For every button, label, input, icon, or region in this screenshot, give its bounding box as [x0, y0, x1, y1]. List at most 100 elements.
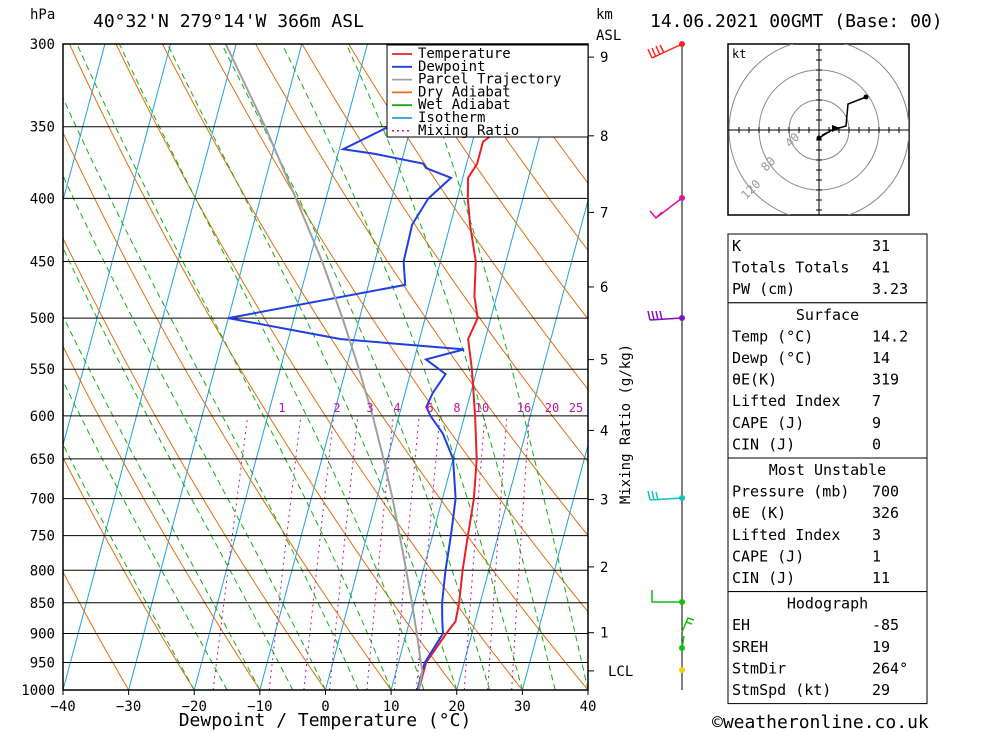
pressure-tick-label: 550 — [30, 362, 55, 378]
dry-adiabat — [255, 44, 588, 537]
dry-adiabat — [63, 570, 130, 690]
location-title: 40°32'N 279°14'W 366m ASL — [93, 11, 364, 32]
series-dewpoint — [228, 44, 465, 690]
mixing-ratio-label: 2 — [333, 401, 340, 415]
dry-adiabat — [441, 44, 588, 252]
pressure-tick-label: 650 — [30, 452, 55, 468]
mixing-ratio-line — [329, 415, 359, 690]
wet-adiabat — [221, 44, 491, 690]
km-tick-label: 9 — [600, 50, 608, 66]
pressure-levels — [63, 43, 588, 691]
most-unstable-indices-row-value: 1 — [872, 547, 881, 565]
hodograph-indices-title: Hodograph — [787, 595, 868, 613]
x-axis-ticks: −40 −30 −20 −10 0 10 20 30 40 — [50, 690, 596, 715]
most-unstable-indices-row-label: CAPE (J) — [732, 547, 804, 565]
pressure-tick-label: 900 — [30, 626, 55, 642]
dry-adiabat — [348, 44, 588, 391]
surface-indices-row-value: 9 — [872, 414, 881, 432]
mixing-ratio-label: 3 — [366, 401, 373, 415]
most-unstable-indices-row-label: CIN (J) — [732, 569, 795, 587]
isotherm — [63, 44, 106, 203]
most-unstable-indices-row-label: θE (K) — [732, 504, 786, 522]
hodograph-indices-row-label: SREH — [732, 638, 768, 656]
pressure-tick-label: 750 — [30, 529, 55, 545]
legend-label: Wet Adiabat — [418, 97, 511, 113]
wind-barb-300 — [647, 43, 683, 59]
profile-series — [224, 44, 516, 690]
km-tick-label: 3 — [600, 492, 608, 508]
dry-adiabat — [115, 44, 523, 690]
mixing-ratio-label: 6 — [426, 401, 433, 415]
mixing-ratio-labels: 1 2 3 4 6 8 10 16 20 25 — [278, 401, 583, 415]
general-indices-box — [727, 233, 928, 304]
x-tick-label: −10 — [247, 699, 272, 715]
mixing-ratio-axis-label: Mixing Ratio (g/kg) — [618, 344, 634, 504]
surface-indices-row-label: CAPE (J) — [732, 414, 804, 432]
mixing-ratio-label: 25 — [569, 401, 583, 415]
hodograph-indices-row-value: 264° — [872, 659, 908, 677]
general-indices-row-value: 41 — [872, 259, 890, 277]
mixing-ratio-line — [212, 415, 249, 690]
hodograph-indices-row-label: StmSpd (kt) — [732, 681, 831, 699]
isotherm — [63, 44, 172, 448]
km-tick-label: 6 — [600, 280, 608, 296]
km-tick-label: 4 — [600, 423, 608, 439]
legend-label: Mixing Ratio — [418, 123, 519, 139]
surface-indices-row-label: Temp (°C) — [732, 327, 813, 345]
legend-label: Temperature — [418, 46, 511, 62]
mixing-ratio-label: 1 — [278, 401, 285, 415]
wind-barb-500 — [647, 310, 683, 321]
km-tick-label: 5 — [600, 353, 608, 369]
km-tick-label: 2 — [600, 560, 608, 576]
hodograph: kt 40 80 120 — [727, 43, 910, 216]
wind-profile — [647, 41, 695, 690]
mixing-ratio-label: 16 — [517, 401, 531, 415]
storm-motion-marker — [832, 125, 840, 132]
hpa-label: hPa — [30, 7, 55, 23]
mixing-ratio-line — [366, 415, 394, 690]
wet-adiabat — [345, 44, 556, 690]
surface-indices-row-label: Lifted Index — [732, 392, 840, 410]
hodograph-indices-row-label: EH — [732, 616, 750, 634]
km-tick-label: 7 — [600, 205, 608, 221]
wind-barb-700 — [647, 490, 683, 501]
km-tick-label: LCL — [608, 664, 633, 680]
most-unstable-indices-row-value: 11 — [872, 569, 890, 587]
pressure-tick-label: 950 — [30, 655, 55, 671]
general-indices-row-label: K — [732, 237, 741, 255]
mixing-ratio-line — [487, 415, 508, 690]
hodograph-indices-row-label: StmDir — [732, 659, 786, 677]
mixing-ratio-label: 8 — [453, 401, 460, 415]
legend-label: Dewpoint — [418, 59, 485, 75]
legend-label: Parcel Trajectory — [418, 72, 561, 88]
pressure-tick-label: 450 — [30, 255, 55, 271]
general-indices-row-value: 3.23 — [872, 280, 908, 298]
legend-label: Dry Adiabat — [418, 84, 511, 100]
pressure-tick-label: 400 — [30, 191, 55, 207]
km-tick-label: 8 — [600, 129, 608, 145]
mixing-ratio-line — [268, 415, 302, 690]
asl-label: ASL — [596, 28, 621, 44]
legend-label: Isotherm — [418, 110, 485, 126]
surface-indices-row-label: Dewp (°C) — [732, 349, 813, 367]
x-tick-label: −30 — [116, 699, 141, 715]
surface-indices-row-value: 319 — [872, 371, 899, 389]
mixing-ratio-label: 20 — [545, 401, 559, 415]
legend-box — [386, 44, 589, 138]
pressure-tick-label: 350 — [30, 120, 55, 136]
km-tick-label: 1 — [600, 626, 608, 642]
isotherm — [193, 44, 368, 690]
general-indices-row-value: 31 — [872, 237, 890, 255]
hodograph-indices-row-value: -85 — [872, 616, 899, 634]
hodograph-indices-row-value: 29 — [872, 681, 890, 699]
plot-frame — [62, 43, 589, 691]
hodograph-indices-box — [727, 591, 928, 705]
isotherm — [521, 443, 588, 690]
pressure-tick-label: 800 — [30, 563, 55, 579]
x-axis-label: Dewpoint / Temperature (°C) — [179, 710, 472, 731]
general-indices-row-label: Totals Totals — [732, 259, 849, 277]
x-tick-label: 10 — [383, 699, 400, 715]
pressure-tick-label: 600 — [30, 409, 55, 425]
most-unstable-indices-row-label: Lifted Index — [732, 526, 840, 544]
